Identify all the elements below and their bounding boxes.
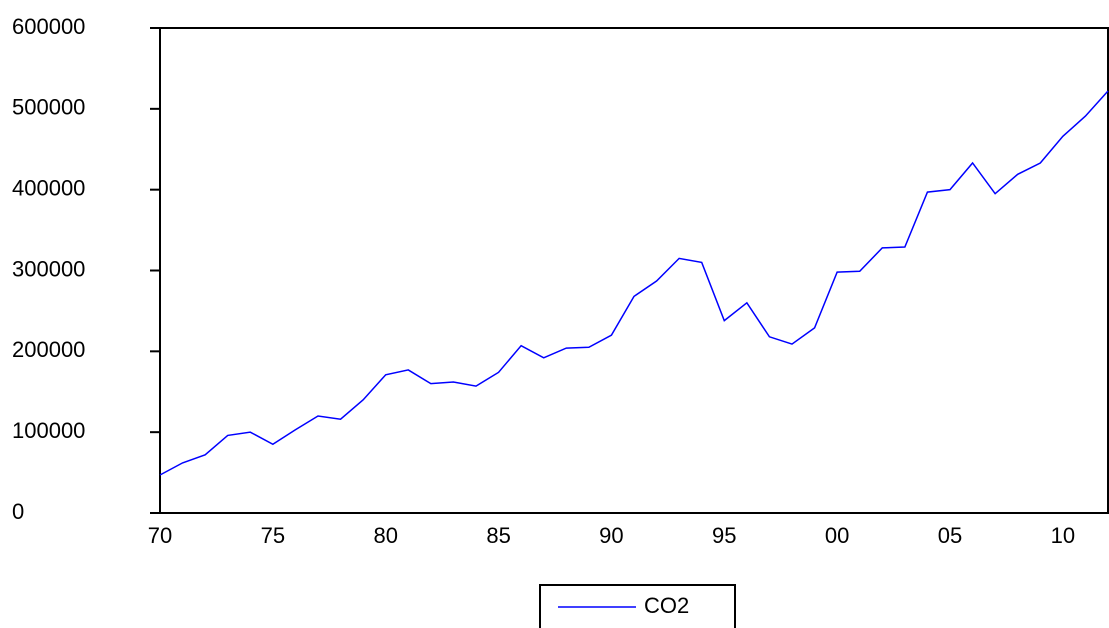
x-tick-label: 95 (712, 523, 736, 548)
y-tick-label: 500000 (12, 95, 85, 120)
x-tick-label: 80 (373, 523, 397, 548)
x-tick-label: 05 (938, 523, 962, 548)
y-tick-label: 100000 (12, 418, 85, 443)
y-tick-label: 0 (12, 499, 24, 524)
x-tick-label: 90 (599, 523, 623, 548)
y-tick-label: 300000 (12, 256, 85, 281)
plot-frame (159, 27, 1109, 514)
y-tick-label: 600000 (12, 14, 85, 39)
x-tick-label: 75 (261, 523, 285, 548)
series-line (159, 90, 1109, 476)
y-tick-label: 200000 (12, 337, 85, 362)
x-tick-label: 70 (148, 523, 172, 548)
legend-box (539, 584, 736, 628)
x-tick-label: 85 (486, 523, 510, 548)
y-tick-label: 400000 (12, 175, 85, 200)
legend-label: CO2 (644, 593, 689, 618)
x-tick-label: 00 (825, 523, 849, 548)
x-tick-label: 10 (1051, 523, 1075, 548)
